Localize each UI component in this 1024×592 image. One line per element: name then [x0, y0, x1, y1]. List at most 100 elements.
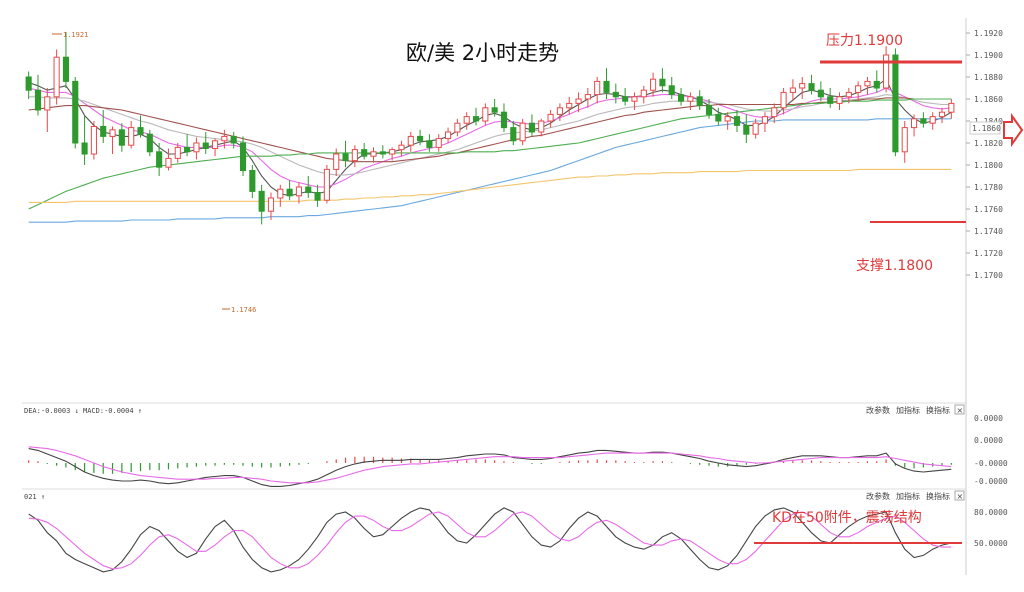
candle-body: [659, 78, 666, 87]
candle-body: [249, 170, 256, 192]
candle-body: [677, 94, 685, 102]
candle-body: [165, 157, 172, 168]
candle: [211, 138, 219, 157]
kd-params-button[interactable]: 改参数: [866, 491, 890, 501]
arrow-right-icon: [1003, 112, 1024, 148]
candle: [323, 165, 330, 204]
candle: [389, 147, 396, 161]
price-axis-tick-label: 1.1760: [974, 205, 1003, 214]
candle-body: [417, 135, 424, 142]
candle: [500, 103, 508, 132]
kd-axis-tick-label: 50.0000: [974, 539, 1008, 548]
candle: [267, 192, 275, 220]
candle: [230, 132, 237, 149]
candle: [883, 46, 890, 93]
candle-body: [817, 89, 824, 98]
candle-body: [62, 56, 70, 82]
candle: [752, 118, 759, 139]
candle-body: [929, 116, 936, 124]
candle: [547, 110, 554, 128]
macd-add-indicator-button[interactable]: 加指标: [896, 405, 920, 415]
candle: [715, 107, 722, 126]
kd-note: KD在50附件，震荡结构: [772, 510, 922, 526]
candle-body: [733, 116, 741, 126]
kd-switch-indicator-button[interactable]: 换指标: [926, 491, 950, 501]
moving-average-line-6: [28, 118, 952, 223]
kd-d-line: [28, 511, 952, 570]
candle: [799, 77, 806, 99]
candle-body: [267, 197, 275, 212]
candle: [733, 110, 741, 132]
candle: [34, 74, 42, 116]
candle: [72, 77, 79, 149]
candle: [780, 88, 787, 115]
macd-switch-indicator-button[interactable]: 换指标: [926, 405, 950, 415]
candle: [622, 88, 629, 106]
candle: [370, 147, 377, 163]
price-axis-tick-label: 1.1740: [974, 227, 1003, 236]
candle-body: [370, 151, 377, 157]
macd-plot: [28, 446, 952, 487]
candle: [910, 114, 918, 137]
candle: [258, 184, 265, 225]
kd-close-button[interactable]: [954, 490, 965, 501]
price-axis-tick-label: 1.1880: [974, 73, 1003, 82]
candle-body: [444, 131, 452, 140]
candle-body: [53, 56, 60, 98]
macd-close-button[interactable]: [954, 404, 965, 415]
kd-add-indicator-button[interactable]: 加指标: [896, 491, 920, 501]
candle-body: [500, 111, 508, 129]
candle-body: [910, 118, 918, 129]
candle-body: [258, 190, 265, 212]
candle: [379, 145, 386, 159]
moving-average-line-2: [28, 87, 952, 188]
candle: [491, 99, 498, 117]
candle: [463, 112, 470, 130]
candle: [295, 182, 303, 204]
candle: [687, 92, 694, 110]
kd-plot: [28, 507, 952, 573]
macd-dea-line: [28, 446, 952, 484]
candle: [836, 92, 843, 110]
candle: [109, 126, 116, 154]
candle: [417, 129, 424, 146]
candle-body: [90, 126, 97, 155]
candle-body: [808, 83, 815, 91]
current-price-tag-text: 1.1860: [972, 124, 1001, 133]
candle-body: [72, 80, 79, 144]
candle-body: [128, 127, 135, 146]
candle: [435, 134, 442, 152]
candle: [444, 127, 452, 143]
candle: [659, 68, 666, 93]
candle-body: [771, 107, 778, 118]
candle: [202, 132, 209, 154]
candle: [156, 143, 163, 176]
candle: [771, 103, 778, 124]
candle: [612, 83, 619, 104]
candle-body: [44, 96, 51, 111]
candle: [174, 143, 181, 163]
candle: [53, 49, 60, 105]
candle-body: [519, 122, 526, 142]
candle-body: [351, 149, 358, 162]
candle-body: [211, 140, 219, 150]
candle: [482, 103, 489, 126]
candle-body: [333, 153, 340, 170]
price-axis-tick-label: 1.1820: [974, 139, 1003, 148]
candle-body: [286, 188, 293, 197]
candle-body: [575, 98, 582, 104]
candle-body: [109, 129, 116, 137]
candle-body: [463, 116, 470, 124]
candle-body: [631, 96, 638, 102]
candle-body: [314, 192, 321, 201]
candle: [426, 134, 433, 152]
kd-header: 021 ↑: [24, 493, 45, 501]
price-axis-tick-label: 1.1780: [974, 183, 1003, 192]
price-axis-tick-label: 1.1900: [974, 51, 1003, 60]
candle: [25, 71, 32, 99]
candle-body: [650, 78, 657, 91]
macd-params-button[interactable]: 改参数: [866, 405, 890, 415]
candle: [864, 77, 871, 95]
candle-body: [34, 89, 42, 111]
candle: [193, 137, 200, 160]
